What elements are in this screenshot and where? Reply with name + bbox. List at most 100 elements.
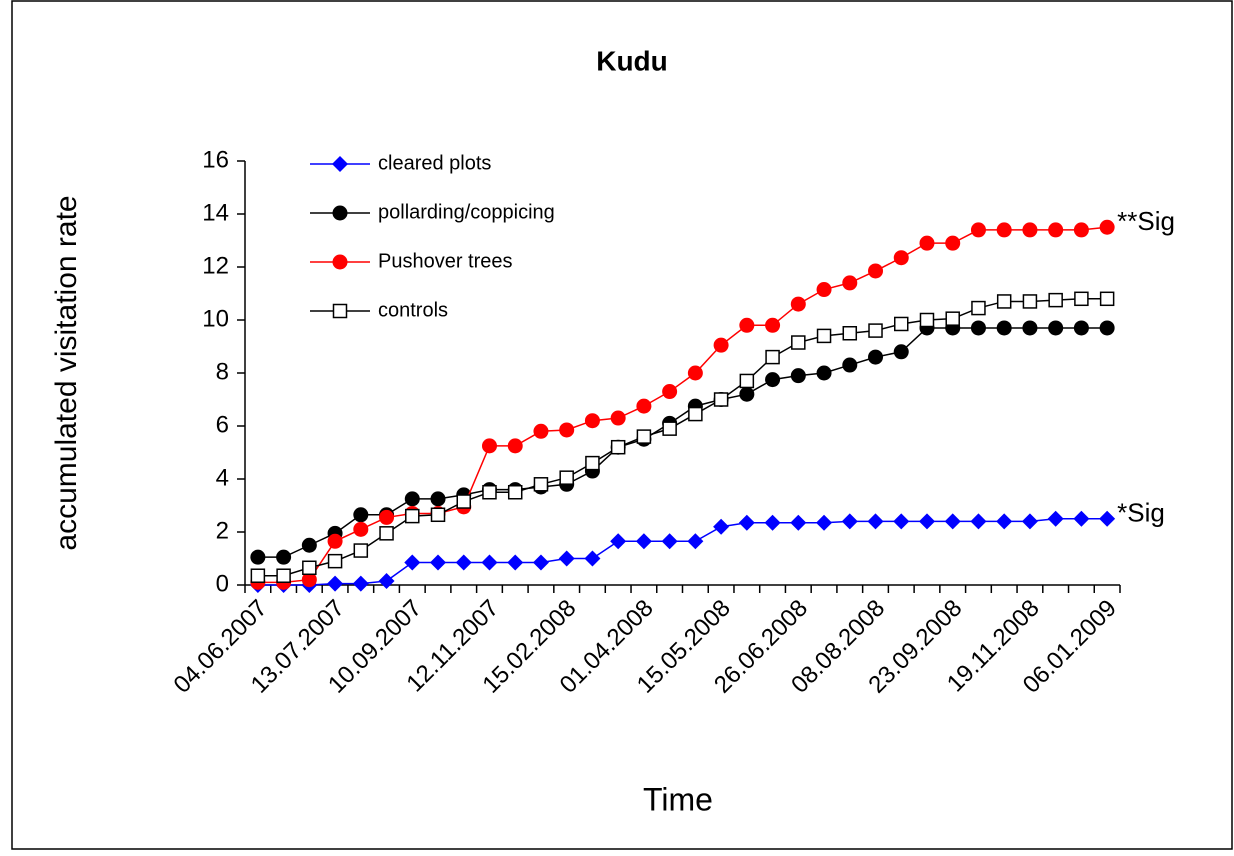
series xyxy=(250,219,1115,590)
point xyxy=(867,513,884,530)
x-axis-label: Time xyxy=(643,781,713,817)
point xyxy=(327,533,343,549)
point xyxy=(739,317,755,333)
point xyxy=(816,282,832,298)
point xyxy=(996,294,1012,309)
point xyxy=(404,491,420,507)
point xyxy=(610,533,627,550)
point xyxy=(662,384,678,400)
point xyxy=(738,514,755,531)
point xyxy=(765,349,780,365)
point xyxy=(842,326,858,341)
y-tick-label: 6 xyxy=(216,411,229,438)
point xyxy=(430,507,446,523)
point xyxy=(250,549,266,565)
point xyxy=(456,494,471,509)
series-line xyxy=(257,226,1108,584)
point xyxy=(790,514,807,531)
point xyxy=(868,263,884,279)
point xyxy=(970,320,986,336)
point xyxy=(713,392,729,407)
point xyxy=(301,572,317,588)
point xyxy=(1022,222,1038,238)
point xyxy=(481,554,498,571)
point xyxy=(405,508,420,524)
point xyxy=(919,312,935,328)
point xyxy=(558,550,575,567)
point xyxy=(507,554,524,571)
point xyxy=(1074,291,1089,307)
legend-label: Pushover trees xyxy=(378,250,513,272)
series-line xyxy=(257,327,1108,558)
point xyxy=(945,235,961,251)
point xyxy=(791,335,806,350)
y-tick-label: 4 xyxy=(216,464,229,491)
point xyxy=(893,513,910,530)
point xyxy=(687,533,704,550)
point xyxy=(1099,291,1115,307)
point xyxy=(1073,222,1089,238)
point xyxy=(1099,219,1115,235)
point xyxy=(919,235,935,251)
point xyxy=(332,205,348,221)
point xyxy=(1022,320,1038,336)
point xyxy=(302,560,317,576)
point xyxy=(379,526,394,541)
point xyxy=(842,275,858,291)
point xyxy=(332,254,348,270)
point xyxy=(636,429,652,444)
point xyxy=(894,316,909,332)
point xyxy=(996,222,1012,238)
point xyxy=(584,413,600,429)
y-tick-label: 14 xyxy=(202,199,229,226)
point xyxy=(610,410,626,426)
y-tick-label: 2 xyxy=(216,517,229,544)
point xyxy=(1022,294,1038,309)
point xyxy=(481,438,497,454)
point xyxy=(559,422,575,438)
point xyxy=(790,368,806,384)
point xyxy=(250,568,266,583)
point xyxy=(332,156,348,172)
y-tick-label: 10 xyxy=(202,305,229,332)
y-tick-label: 12 xyxy=(202,252,229,279)
point xyxy=(842,357,858,373)
point xyxy=(816,365,832,381)
series-line xyxy=(257,518,1108,586)
y-tick-label: 0 xyxy=(216,570,229,597)
point xyxy=(971,300,986,316)
point xyxy=(1099,320,1115,336)
point xyxy=(661,533,678,550)
point xyxy=(739,373,755,389)
series xyxy=(250,291,1115,583)
point xyxy=(868,323,883,338)
point xyxy=(430,554,447,571)
point xyxy=(507,438,523,454)
point xyxy=(585,455,600,471)
series-line xyxy=(257,298,1108,577)
point xyxy=(378,573,395,590)
point xyxy=(970,222,986,238)
point xyxy=(765,317,781,333)
point xyxy=(1047,510,1064,527)
point xyxy=(559,470,574,485)
point xyxy=(532,554,549,571)
point xyxy=(353,521,369,537)
point xyxy=(713,337,729,353)
point xyxy=(276,568,291,583)
chart-title: Kudu xyxy=(596,45,668,76)
point xyxy=(918,513,935,530)
chart-frame xyxy=(11,0,1233,850)
legend-label: pollarding/coppicing xyxy=(378,201,555,223)
point xyxy=(1099,510,1116,527)
point xyxy=(1048,320,1064,336)
point xyxy=(790,296,806,312)
point xyxy=(687,365,703,381)
legend-label: controls xyxy=(378,299,448,321)
point xyxy=(816,514,833,531)
point xyxy=(868,349,884,365)
annotation: **Sig xyxy=(1117,206,1175,236)
point xyxy=(764,514,781,531)
